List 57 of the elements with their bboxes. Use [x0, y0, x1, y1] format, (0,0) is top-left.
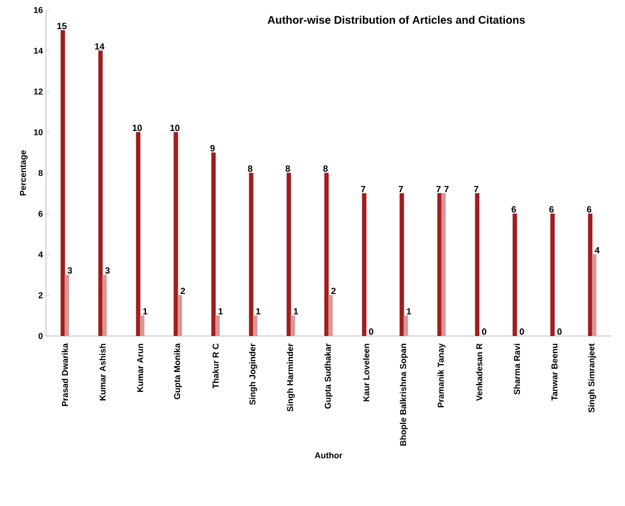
y-tick-label: 12	[34, 88, 43, 94]
x-tick-label: Bhople Balkrishna Sopan	[400, 344, 408, 446]
data-label: 15	[57, 22, 67, 30]
x-axis-title: Author	[314, 452, 342, 458]
y-tick-label: 8	[38, 170, 43, 176]
data-label: 3	[68, 267, 72, 274]
y-tick-label: 4	[38, 252, 43, 258]
x-tick-label: Gupta Monika	[174, 343, 182, 400]
x-tick-label: Venkadesan R	[476, 343, 482, 401]
data-label: 8	[323, 165, 328, 172]
y-tick-label: 6	[38, 210, 43, 217]
data-label: 0	[520, 328, 524, 335]
data-label: 0	[557, 328, 562, 335]
data-label: 1	[218, 308, 223, 314]
data-label: 1	[256, 308, 260, 314]
data-label: 10	[132, 124, 142, 132]
y-tick-label: 10	[34, 129, 43, 136]
x-tick-label: Singh Joginder	[249, 343, 258, 405]
data-label: 7	[398, 186, 403, 192]
x-tick-label: Singh Simranjeet	[588, 343, 596, 412]
x-tick-label: Kumar Ashish	[99, 344, 106, 400]
y-axis-title: Percentage	[20, 150, 28, 196]
data-label: 1	[294, 308, 298, 314]
data-label: 1	[406, 308, 412, 314]
data-label: 7	[436, 186, 441, 192]
data-label: 9	[210, 145, 215, 152]
x-tick-label: Kaur Loveleen	[363, 344, 370, 402]
y-tick-label: 0	[38, 332, 43, 340]
data-label: 7	[361, 186, 366, 192]
y-tick-label: 14	[34, 48, 43, 54]
data-label: 0	[482, 328, 486, 335]
data-label: 2	[180, 288, 185, 294]
x-tick-label: Kumar Arun	[137, 344, 144, 392]
y-tick-label: 16	[34, 6, 43, 13]
x-tick-label: Singh Harminder	[286, 343, 295, 412]
data-label: 1	[143, 308, 148, 314]
x-tick-label: Thakur R C	[212, 344, 219, 389]
data-label: 0	[369, 328, 374, 335]
x-tick-label: Sharma Ravi	[514, 344, 520, 395]
data-label: 6	[549, 206, 554, 213]
data-label: 2	[331, 288, 336, 294]
y-tick-label: 2	[38, 292, 43, 298]
data-label: 10	[170, 124, 180, 132]
data-label: 14	[95, 43, 104, 50]
x-tick-label: Tanwar Beenu	[552, 344, 558, 401]
data-label: 8	[248, 165, 252, 172]
data-label: 8	[286, 165, 290, 172]
data-label: 7	[444, 186, 449, 192]
data-label: 4	[594, 247, 600, 254]
data-label: 6	[512, 206, 516, 213]
x-tick-label: Gupta Sudhakar	[324, 343, 332, 409]
data-label: 7	[474, 186, 478, 192]
x-tick-label: Pramanik Tanay	[438, 343, 446, 408]
data-label: 3	[105, 267, 110, 274]
chart-title: Author-wise Distribution of Articles and Citations	[268, 16, 525, 24]
x-tick-label: Prasad Dwarika	[62, 343, 68, 406]
data-label: 6	[586, 206, 592, 213]
